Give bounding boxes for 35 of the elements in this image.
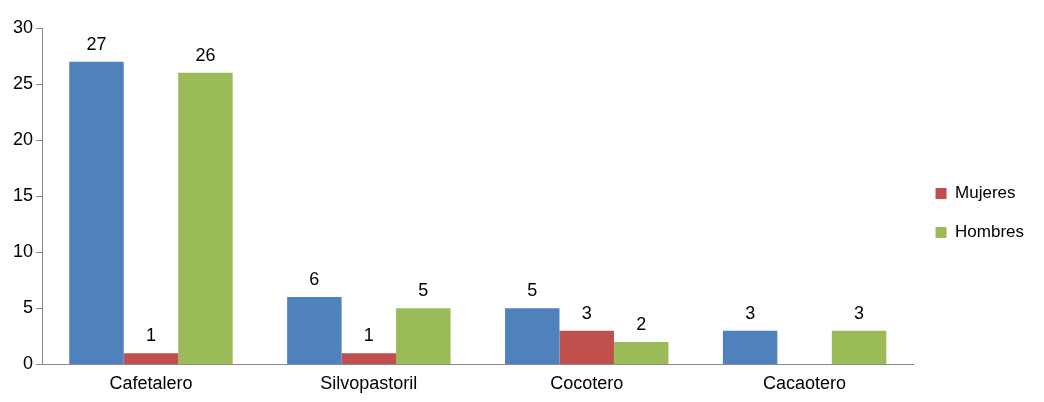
x-tick-label: Cafetalero [109,373,193,394]
legend-label: Hombres [955,222,1025,242]
bar [123,353,179,364]
data-label: 1 [145,325,156,346]
bar [613,341,669,364]
legend-label: Mujeres [955,183,1016,203]
bar [722,330,778,364]
data-label: 6 [309,269,320,290]
bar [559,330,614,364]
y-tick-label: 30 [12,16,34,37]
x-tick-label: Silvopastoril [320,373,418,394]
data-label: 27 [86,33,107,54]
x-tick-label: Cocotero [550,373,624,394]
bar [396,308,451,364]
data-label: 2 [636,313,647,334]
bar [69,61,124,364]
data-label: 26 [195,44,216,65]
data-label: 5 [527,280,538,301]
bar [341,353,397,364]
y-tick-label: 15 [12,185,34,206]
bar [505,308,560,364]
data-label: 5 [418,280,429,301]
bar [831,330,887,364]
data-label: 3 [581,302,592,323]
bar [287,297,342,364]
data-label: 3 [854,302,865,323]
y-tick-label: 25 [12,73,34,94]
y-tick-label: 10 [12,241,34,262]
y-tick-label: 5 [23,297,34,318]
bar [178,72,233,364]
data-label: 3 [745,302,756,323]
x-tick-label: Cacaotero [763,373,847,394]
y-tick-label: 0 [23,353,34,374]
data-label: 1 [363,325,374,346]
y-tick-label: 20 [12,129,34,150]
